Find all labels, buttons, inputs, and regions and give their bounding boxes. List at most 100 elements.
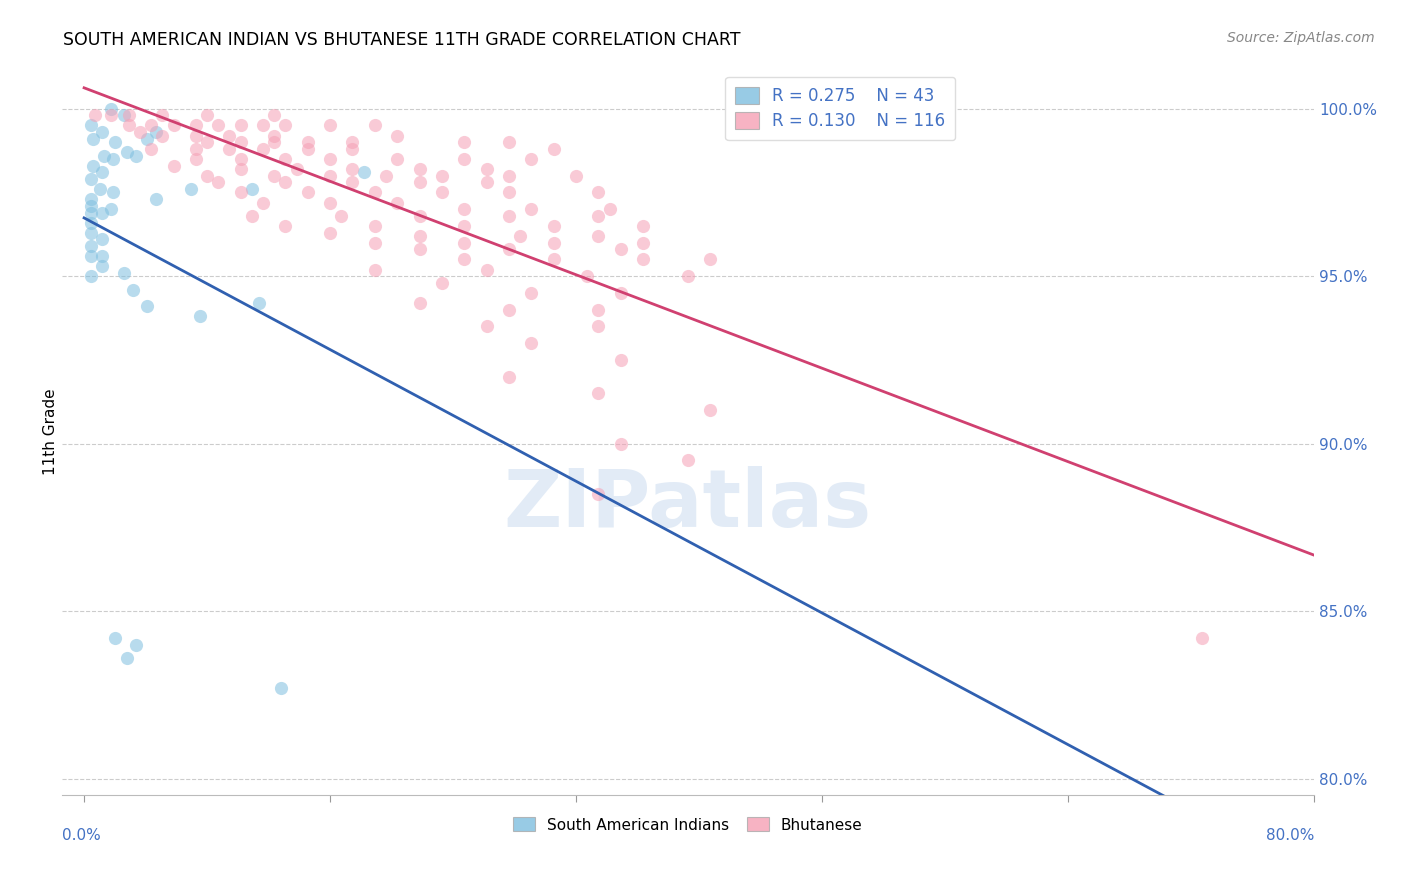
Point: [80, 205, 103, 219]
Point: [319, 152, 342, 166]
Point: [565, 169, 588, 183]
Point: [263, 169, 285, 183]
Point: [80, 172, 103, 186]
Point: [453, 152, 475, 166]
Point: [252, 195, 274, 210]
Point: [588, 386, 610, 401]
Point: [475, 161, 498, 176]
Point: [184, 119, 207, 133]
Point: [385, 128, 408, 143]
Point: [319, 119, 342, 133]
Point: [122, 283, 145, 297]
Point: [342, 142, 364, 156]
Point: [80, 239, 103, 253]
Point: [91, 232, 114, 246]
Text: SOUTH AMERICAN INDIAN VS BHUTANESE 11TH GRADE CORRELATION CHART: SOUTH AMERICAN INDIAN VS BHUTANESE 11TH …: [63, 31, 741, 49]
Point: [375, 169, 398, 183]
Point: [498, 135, 520, 149]
Point: [89, 182, 111, 196]
Point: [207, 119, 229, 133]
Point: [676, 453, 699, 467]
Point: [141, 119, 163, 133]
Point: [385, 152, 408, 166]
Point: [82, 159, 104, 173]
Point: [141, 142, 163, 156]
Point: [240, 209, 263, 223]
Point: [408, 229, 430, 244]
Point: [112, 108, 135, 122]
Point: [543, 235, 565, 250]
Point: [229, 161, 252, 176]
Point: [195, 135, 218, 149]
Point: [135, 132, 157, 146]
Point: [699, 403, 721, 417]
Point: [353, 165, 375, 179]
Point: [100, 202, 122, 217]
Point: [274, 175, 297, 189]
Point: [385, 195, 408, 210]
Point: [135, 299, 157, 313]
Point: [274, 219, 297, 233]
Point: [364, 186, 387, 200]
Point: [610, 353, 633, 368]
Point: [588, 209, 610, 223]
Point: [270, 681, 292, 696]
Point: [80, 249, 103, 263]
Point: [104, 135, 127, 149]
Point: [453, 135, 475, 149]
Point: [229, 119, 252, 133]
Y-axis label: 11th Grade: 11th Grade: [44, 389, 58, 475]
Text: 0.0%: 0.0%: [62, 828, 100, 843]
Point: [80, 269, 103, 284]
Point: [229, 152, 252, 166]
Point: [124, 638, 146, 652]
Point: [297, 135, 319, 149]
Point: [80, 119, 103, 133]
Point: [520, 202, 543, 217]
Point: [162, 159, 184, 173]
Point: [145, 192, 167, 206]
Point: [520, 152, 543, 166]
Point: [342, 161, 364, 176]
Point: [112, 266, 135, 280]
Point: [330, 209, 353, 223]
Point: [631, 219, 654, 233]
Point: [475, 262, 498, 277]
Point: [101, 186, 124, 200]
Point: [475, 175, 498, 189]
Point: [252, 119, 274, 133]
Point: [247, 296, 270, 310]
Point: [145, 125, 167, 139]
Point: [1191, 631, 1213, 645]
Point: [84, 108, 107, 122]
Point: [364, 219, 387, 233]
Point: [240, 182, 263, 196]
Point: [218, 142, 240, 156]
Point: [124, 148, 146, 162]
Point: [453, 235, 475, 250]
Point: [588, 319, 610, 334]
Point: [576, 269, 599, 284]
Point: [118, 119, 141, 133]
Point: [115, 651, 138, 665]
Point: [453, 202, 475, 217]
Point: [229, 135, 252, 149]
Point: [184, 142, 207, 156]
Point: [263, 128, 285, 143]
Point: [285, 161, 308, 176]
Point: [408, 175, 430, 189]
Point: [430, 169, 453, 183]
Point: [631, 235, 654, 250]
Point: [80, 192, 103, 206]
Point: [364, 262, 387, 277]
Point: [190, 310, 212, 324]
Point: [319, 195, 342, 210]
Point: [91, 165, 114, 179]
Point: [252, 142, 274, 156]
Point: [218, 128, 240, 143]
Point: [104, 631, 127, 645]
Point: [162, 119, 184, 133]
Point: [588, 229, 610, 244]
Point: [453, 252, 475, 267]
Point: [150, 108, 173, 122]
